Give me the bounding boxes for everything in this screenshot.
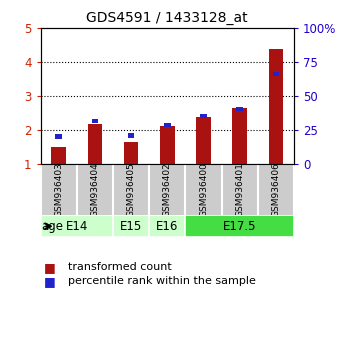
Bar [164, 123, 171, 127]
Text: E15: E15 [120, 220, 142, 233]
Bar [128, 133, 134, 138]
Text: GSM936400: GSM936400 [199, 162, 208, 217]
Text: ■: ■ [44, 261, 56, 274]
Text: GSM936406: GSM936406 [271, 162, 281, 217]
Bar [160, 126, 174, 164]
Bar [41, 215, 113, 237]
Title: GDS4591 / 1433128_at: GDS4591 / 1433128_at [87, 11, 248, 24]
Text: transformed count: transformed count [68, 262, 171, 272]
Text: percentile rank within the sample: percentile rank within the sample [68, 276, 256, 286]
Bar [149, 215, 186, 237]
Text: E17.5: E17.5 [223, 220, 257, 233]
Text: GSM936403: GSM936403 [54, 162, 63, 217]
Bar [55, 134, 62, 139]
Bar [186, 215, 294, 237]
Text: GSM936405: GSM936405 [127, 162, 136, 217]
Text: ■: ■ [44, 275, 56, 288]
Text: E16: E16 [156, 220, 178, 233]
Bar [113, 215, 149, 237]
Bar [269, 50, 283, 164]
Bar [200, 114, 207, 118]
Bar [88, 124, 102, 164]
Bar [273, 72, 279, 76]
Bar [51, 147, 66, 164]
Bar [124, 142, 138, 164]
Text: GSM936402: GSM936402 [163, 162, 172, 217]
Bar [92, 119, 98, 123]
Text: GSM936404: GSM936404 [90, 162, 99, 217]
Text: GSM936401: GSM936401 [235, 162, 244, 217]
Text: E14: E14 [66, 220, 88, 233]
Text: age: age [41, 220, 63, 233]
Bar [237, 107, 243, 111]
Bar [233, 108, 247, 164]
Bar [196, 118, 211, 164]
